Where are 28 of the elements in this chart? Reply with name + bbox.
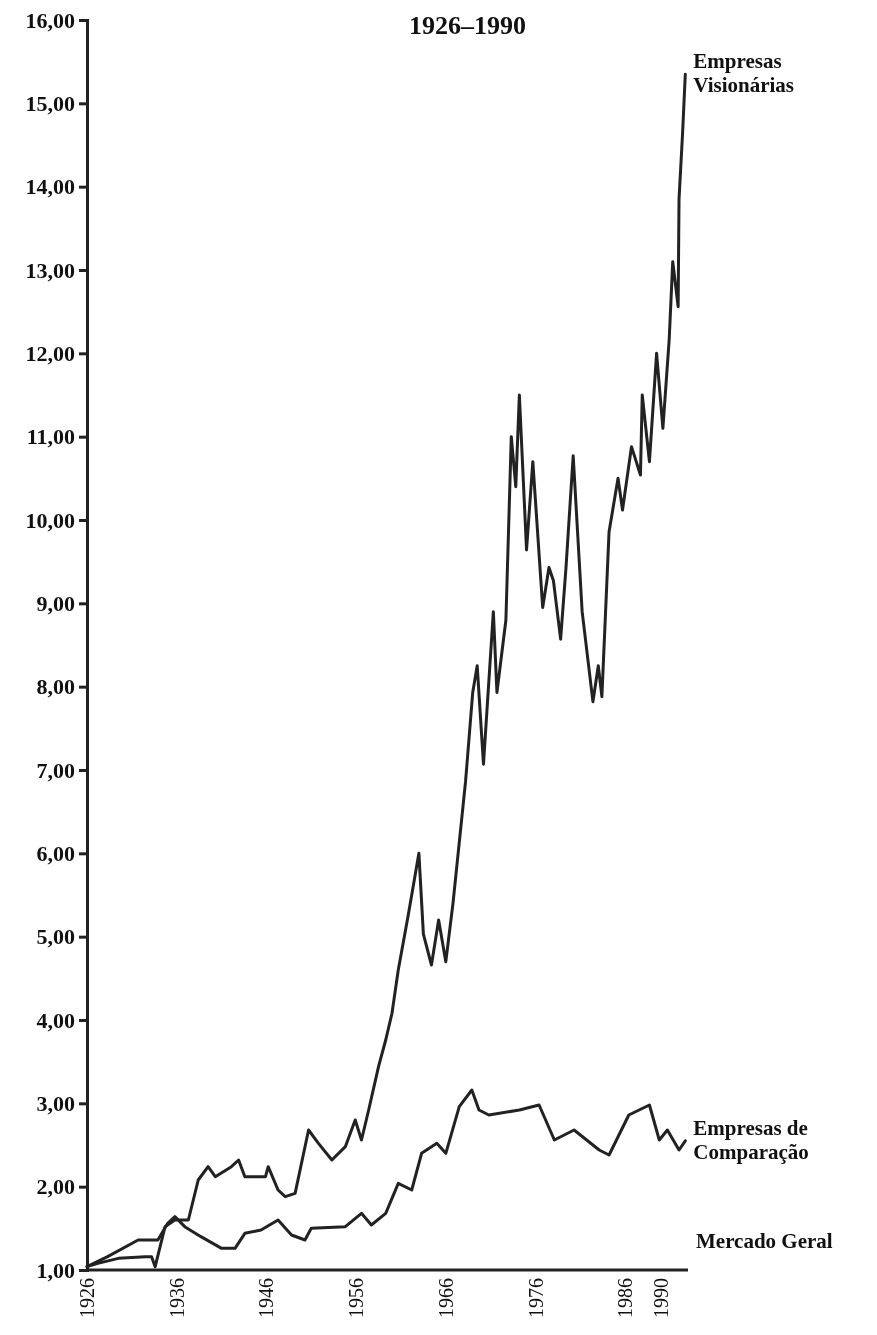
y-tick-label: 7,00 xyxy=(36,757,75,783)
y-tick-label: 4,00 xyxy=(36,1007,75,1033)
y-tick-label: 14,00 xyxy=(25,174,75,200)
y-tick-label: 2,00 xyxy=(36,1174,75,1200)
y-tick-label: 11,00 xyxy=(26,424,75,450)
y-tick-label: 12,00 xyxy=(25,340,75,366)
y-tick-label: 5,00 xyxy=(36,924,75,950)
y-tick-label: 15,00 xyxy=(25,90,75,116)
x-tick-label: 1946 xyxy=(255,1278,278,1318)
x-tick-label: 1956 xyxy=(345,1278,368,1318)
y-tick-label: 8,00 xyxy=(36,674,75,700)
chart-title: 1926–1990 xyxy=(409,11,526,40)
y-tick-label: 10,00 xyxy=(25,507,75,533)
series-label: Empresas de Comparação xyxy=(693,1115,809,1164)
y-tick-label: 1,00 xyxy=(36,1257,75,1283)
y-tick-label: 3,00 xyxy=(36,1090,75,1116)
x-tick-label: 1966 xyxy=(434,1278,457,1318)
series-label: Empresas Visionárias xyxy=(693,49,795,98)
y-tick-label: 16,00 xyxy=(25,7,75,33)
x-tick-label: 1926 xyxy=(76,1278,98,1318)
x-tick-label: 1936 xyxy=(165,1278,188,1318)
x-tick-label: 1990 xyxy=(650,1278,673,1318)
x-tick-label: 1976 xyxy=(524,1278,547,1318)
text: Mercado Geral xyxy=(696,1229,833,1253)
y-tick-label: 13,00 xyxy=(25,257,75,283)
y-tick-label: 6,00 xyxy=(36,840,75,866)
y-tick-label: 9,00 xyxy=(36,590,75,616)
x-tick-label: 1986 xyxy=(614,1278,637,1318)
